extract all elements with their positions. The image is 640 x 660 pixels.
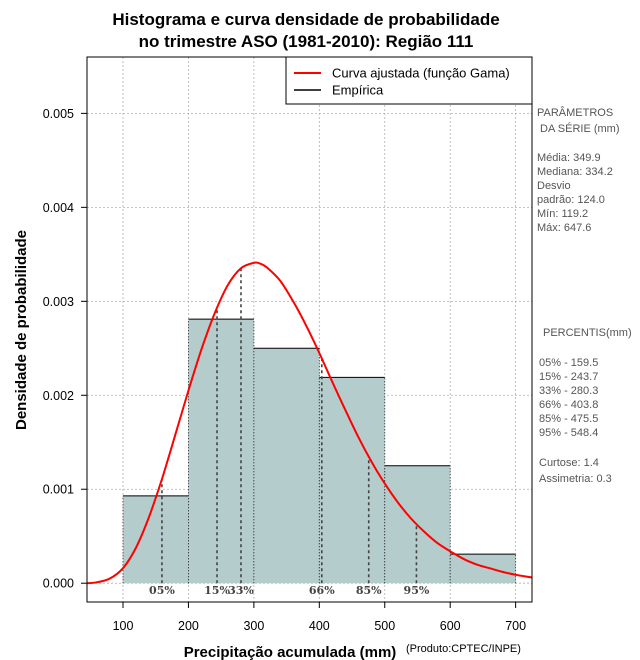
percentis-title: PERCENTIS(mm)	[543, 327, 632, 339]
param-max: Máx: 647.6	[537, 222, 591, 234]
percentile-label-66: 66%	[309, 584, 335, 597]
stat-kurtosis: Curtose: 1.4	[539, 457, 599, 469]
y-tick-label-1: 0.001	[43, 483, 74, 497]
x-tick-label-600: 600	[440, 619, 461, 633]
histogram-bar-1	[122, 495, 189, 584]
chart-title-line-2: no trimestre ASO (1981-2010): Região 111	[139, 32, 474, 51]
x-tick-label-500: 500	[374, 619, 395, 633]
param-std-label: Desvio	[537, 180, 571, 192]
x-tick-label-400: 400	[309, 619, 330, 633]
x-axis-title: Precipitação acumulada (mm)	[184, 644, 397, 660]
percentil-15: 15% - 243.7	[539, 371, 598, 383]
percentile-label-33: 33%	[228, 584, 254, 597]
x-tick-label-700: 700	[505, 619, 526, 633]
y-tick-label-2: 0.002	[43, 389, 74, 403]
series-parameters-panel: PARÂMETROS DA SÉRIE (mm) Média: 349.9 Me…	[537, 106, 620, 234]
y-tick-label-3: 0.003	[43, 295, 74, 309]
fitted-gamma-curve	[86, 261, 533, 585]
percentil-66: 66% - 403.8	[539, 399, 598, 411]
axis-ticks: 100 200 300 400 500 600 700 0.000 0.001 0.002 0.00…	[43, 107, 526, 633]
histogram-bar-4	[319, 377, 385, 584]
x-tick-label-300: 300	[243, 619, 264, 633]
param-mean: Média: 349.9	[537, 152, 601, 164]
percentil-33: 33% - 280.3	[539, 385, 598, 397]
histogram-bars	[122, 318, 517, 584]
stat-skewness: Assimetria: 0.3	[539, 473, 612, 485]
percentil-05: 05% - 159.5	[539, 357, 598, 369]
y-tick-label-5: 0.005	[43, 107, 74, 121]
param-std-value: padrão: 124.0	[537, 194, 605, 206]
percentiles-panel: PERCENTIS(mm) 05% - 159.5 15% - 243.7 33…	[539, 327, 632, 485]
chart-title-line-1: Histograma e curva densidade de probabil…	[112, 10, 499, 29]
histogram-bar-3	[253, 348, 320, 584]
legend: Curva ajustada (função Gama) Empírica	[285, 56, 533, 105]
percentile-label-95: 95%	[404, 584, 430, 597]
y-tick-label-4: 0.004	[43, 201, 74, 215]
histogram-bar-2	[188, 319, 254, 584]
percentil-95: 95% - 548.4	[539, 427, 598, 439]
x-tick-label-200: 200	[178, 619, 199, 633]
fitted-curve-layer	[86, 261, 533, 585]
legend-label-empirical: Empírica	[332, 83, 384, 98]
histogram-bar-6	[450, 554, 516, 584]
legend-label-fitted-curve: Curva ajustada (função Gama)	[332, 66, 510, 81]
product-credit: (Produto:CPTEC/INPE)	[406, 643, 521, 655]
percentile-lines	[161, 268, 418, 584]
y-axis-title: Densidade de probabilidade	[13, 230, 30, 430]
percentile-label-05: 05%	[149, 584, 175, 597]
param-min: Mín: 119.2	[537, 208, 588, 220]
percentile-label-85: 85%	[356, 584, 382, 597]
y-tick-label-0: 0.000	[43, 577, 74, 591]
percentile-labels: 05% 15%33% 66% 85% 95%	[149, 584, 430, 597]
param-median: Mediana: 334.2	[537, 166, 613, 178]
percentil-85: 85% - 475.5	[539, 413, 598, 425]
params-title-line-1: PARÂMETROS	[537, 106, 613, 119]
x-tick-label-100: 100	[113, 619, 134, 633]
percentile-label-15: 15%	[204, 584, 230, 597]
legend-box	[285, 56, 533, 105]
params-title-line-2: DA SÉRIE (mm)	[537, 122, 620, 135]
